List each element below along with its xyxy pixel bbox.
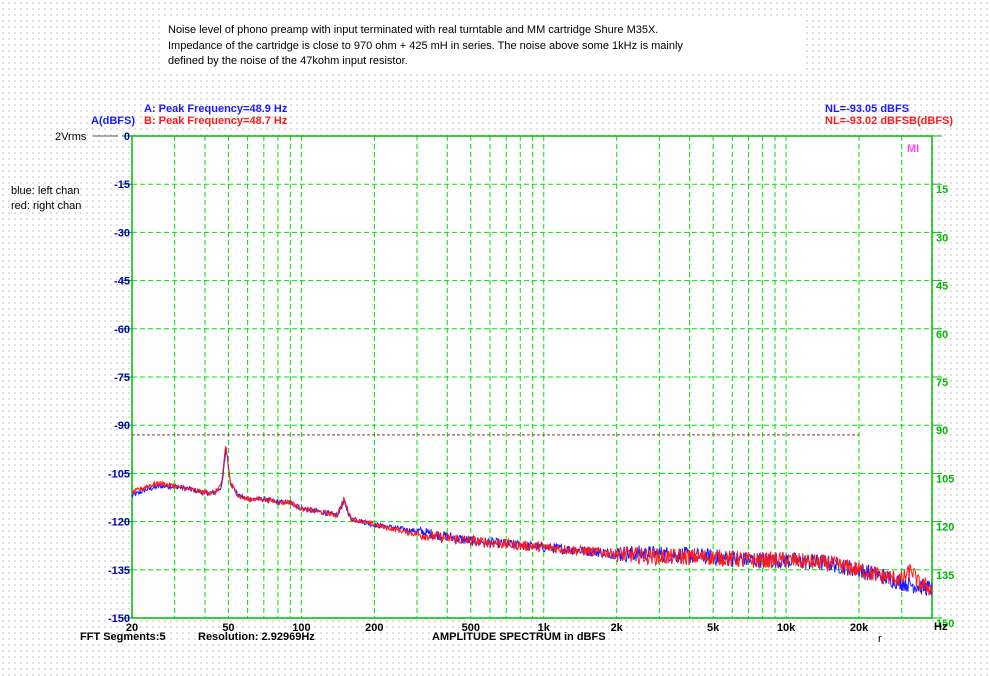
y-tick-label-right: 75 [936, 377, 948, 389]
y-tick-label-right: 105 [936, 473, 954, 485]
description-box: Noise level of phono preamp with input t… [162, 20, 802, 72]
y-tick-label-left: -120 [108, 517, 130, 529]
y-tick-label-left: -105 [108, 468, 130, 480]
description-line-1: Noise level of phono preamp with input t… [168, 24, 659, 36]
resolution: Resolution: 2.92969Hz [198, 631, 315, 643]
y-tick-label-right: 60 [936, 329, 948, 341]
plot-frame [131, 135, 933, 619]
legend-red: red: right chan [11, 200, 81, 212]
x-tick-label: 200 [365, 622, 383, 634]
y-tick-label-left: -150 [108, 613, 130, 625]
tick-labels: 0 -15 15 -30 30 -45 45 -60 60 -75 75 -90 90 -105 105 -1… [108, 131, 954, 634]
y-tick-label-right: 135 [936, 570, 954, 582]
peak-frequency-a: A: Peak Frequency=48.9 Hz [144, 103, 288, 115]
axes [122, 135, 942, 619]
x-tick-label: 100 [292, 622, 310, 634]
x-tick-label: 5k [707, 622, 720, 634]
y-tick-label-left: -45 [114, 276, 130, 288]
chart-title: AMPLITUDE SPECTRUM in dBFS [432, 631, 606, 643]
y-tick-label-right: 30 [936, 232, 948, 244]
logo-mark: MI [907, 143, 919, 155]
x-tick-label: 20k [850, 622, 869, 634]
y-tick-label-right: 150 [936, 618, 954, 630]
noise-level-b: NL=-93.02 dBFSB(dBFS) [825, 115, 953, 127]
channel-a-unit-label: A(dBFS) [91, 115, 135, 127]
y-tick-label-left: 0 [124, 131, 130, 143]
peak-frequency-b: B: Peak Frequency=48.7 Hz [144, 115, 288, 127]
x-axis-unit: Hz [934, 621, 948, 633]
description-line-2: Impedance of the cartridge is close to 9… [168, 39, 683, 52]
noise-level-a: NL=-93.05 dBFS [825, 103, 909, 115]
x-tick-label: 500 [462, 622, 480, 634]
y-tick-label-right: 15 [936, 184, 948, 196]
x-tick-label: 50 [222, 622, 234, 634]
y-tick-label-right: 45 [936, 281, 948, 293]
series-line-b [131, 446, 933, 596]
legend-blue: blue: left chan [11, 185, 80, 197]
y-tick-label-left: -60 [114, 324, 130, 336]
x-tick-label: 20 [126, 622, 138, 634]
series-group [131, 434, 933, 597]
y-tick-label-left: -90 [114, 420, 130, 432]
reference-level-label: 2Vrms [55, 131, 87, 143]
y-tick-label-left: -135 [108, 565, 130, 577]
corner-mark: r [878, 633, 882, 645]
y-tick-label-left: -30 [114, 227, 130, 239]
fft-segments: FFT Segments:5 [80, 631, 166, 643]
y-tick-label-right: 120 [936, 522, 954, 534]
y-tick-label-left: -15 [114, 179, 130, 191]
x-tick-label: 10k [777, 622, 796, 634]
y-tick-label-left: -75 [114, 372, 130, 384]
x-tick-label: 1k [538, 622, 551, 634]
x-tick-label: 2k [611, 622, 624, 634]
description-line-3: defined by the noise of the 47kohm input… [168, 55, 408, 67]
y-tick-label-right: 90 [936, 425, 948, 437]
